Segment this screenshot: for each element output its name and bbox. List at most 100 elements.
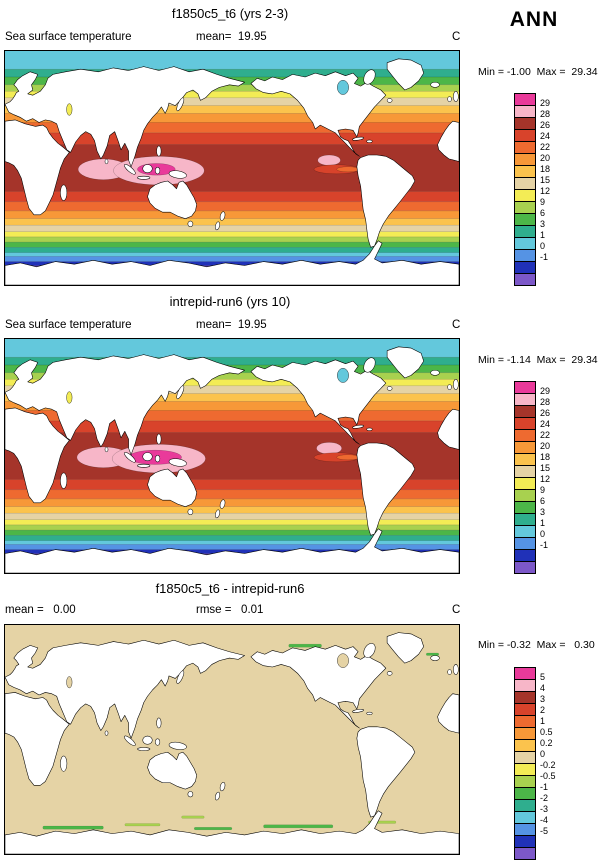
panel-difference: f1850c5_t6 - intrepid-run6 mean = 0.00 r…	[0, 577, 612, 861]
colorbar-tick-label: 3	[540, 219, 546, 229]
colorbar-segment	[515, 799, 535, 811]
colorbar-segment	[515, 561, 535, 573]
colorbar-segment	[515, 225, 535, 237]
island	[156, 145, 162, 157]
island	[219, 211, 226, 221]
island	[352, 136, 364, 141]
difference-rmse-stat: rmse = 0.01	[196, 604, 264, 616]
colorbar-tick-label: 28	[540, 397, 551, 407]
difference-title: f1850c5_t6 - intrepid-run6	[155, 581, 305, 596]
colorbar-tick-label: 9	[540, 485, 546, 495]
island	[363, 69, 376, 85]
difference-minmax: Min = -0.32 Max = 0.30	[478, 639, 595, 651]
island	[104, 158, 109, 165]
difference-anomaly	[194, 827, 233, 830]
island	[156, 717, 162, 729]
caspian-inland-sea	[66, 391, 73, 404]
caspian-inland-sea	[66, 103, 73, 116]
colorbar-tick-label: 24	[540, 131, 551, 141]
colorbar-tick-label: -4	[540, 815, 549, 825]
sst-band	[5, 105, 459, 114]
colorbar-segment	[515, 739, 535, 751]
sst-band	[5, 210, 459, 219]
colorbar-tick-label: 20	[540, 441, 551, 451]
island	[168, 170, 187, 179]
colorbar-segment	[515, 417, 535, 429]
island	[142, 452, 153, 462]
colorbar-tick-label: -0.2	[540, 760, 556, 770]
colorbar-segment	[515, 703, 535, 715]
island	[155, 166, 161, 175]
colorbar-tick-label: 22	[540, 430, 551, 440]
island	[124, 164, 136, 175]
colorbar-segment	[515, 261, 535, 273]
sst-band	[5, 513, 459, 520]
island	[124, 735, 136, 746]
landmass	[5, 240, 459, 285]
panel-case-b: intrepid-run6 (yrs 10) Sea surface tempe…	[0, 288, 612, 576]
island	[366, 139, 373, 143]
island	[352, 709, 364, 713]
world-map-svg	[5, 339, 459, 573]
caspian-inland-sea	[66, 676, 73, 689]
colorbar-segment	[515, 249, 535, 261]
island	[219, 781, 226, 792]
landmass	[5, 528, 459, 573]
island	[168, 458, 187, 467]
sst-band	[5, 191, 459, 202]
island	[168, 741, 187, 750]
sst-band	[5, 339, 459, 358]
colorbar-segment	[515, 489, 535, 501]
colorbar-tick-label: -1	[540, 252, 549, 262]
sst-band	[5, 201, 459, 211]
sst-band	[5, 113, 459, 123]
world-map-svg	[5, 51, 459, 285]
sst-band	[5, 401, 459, 411]
colorbar-tick-label: 0	[540, 529, 546, 539]
colorbar-segment	[515, 775, 535, 787]
sst-band	[5, 69, 459, 77]
colorbar-tick-label: 5	[540, 672, 546, 682]
island	[447, 96, 452, 102]
island	[430, 655, 440, 661]
colorbar-tick-label: -1	[540, 782, 549, 792]
colorbar-segment	[515, 441, 535, 453]
case-b-mean-stat: mean= 19.95	[196, 319, 267, 331]
case-a-minmax: Min = -1.00 Max = 29.34	[478, 66, 598, 78]
case-a-colorbar-labels: 29 28 26 24 22 20 18 15 12 9 6 3 1 0 -1	[540, 93, 582, 275]
colorbar-tick-label: -1	[540, 540, 549, 550]
colorbar-segment	[515, 525, 535, 537]
colorbar-tick-label: 15	[540, 175, 551, 185]
landmass	[386, 58, 424, 91]
island	[155, 454, 161, 463]
case-b-map	[4, 338, 460, 574]
colorbar-segment	[515, 549, 535, 561]
sst-band	[5, 91, 459, 98]
colorbar-tick-label: 18	[540, 452, 551, 462]
island	[142, 164, 153, 174]
panel-case-a: f1850c5_t6 (yrs 2-3) Sea surface tempera…	[0, 0, 612, 288]
colorbar-segment	[515, 715, 535, 727]
colorbar-tick-label: 29	[540, 98, 551, 108]
sst-band	[5, 132, 459, 145]
island	[386, 98, 393, 103]
sst-band	[5, 519, 459, 525]
island	[366, 427, 373, 431]
island	[137, 175, 151, 180]
island	[104, 730, 109, 736]
island	[453, 664, 459, 675]
landmass	[386, 346, 424, 379]
landmass	[386, 632, 424, 664]
case-b-units-label: C	[452, 319, 461, 331]
island	[124, 452, 136, 463]
colorbar-tick-label: 4	[540, 683, 546, 693]
hudson-inland-sea	[337, 368, 349, 383]
colorbar-segment	[515, 787, 535, 799]
landmass	[5, 692, 70, 786]
colorbar-segment	[515, 177, 535, 189]
landmass	[5, 407, 70, 504]
island	[453, 91, 459, 102]
island	[430, 369, 440, 376]
island	[176, 670, 185, 684]
case-a-title: f1850c5_t6 (yrs 2-3)	[171, 6, 289, 21]
